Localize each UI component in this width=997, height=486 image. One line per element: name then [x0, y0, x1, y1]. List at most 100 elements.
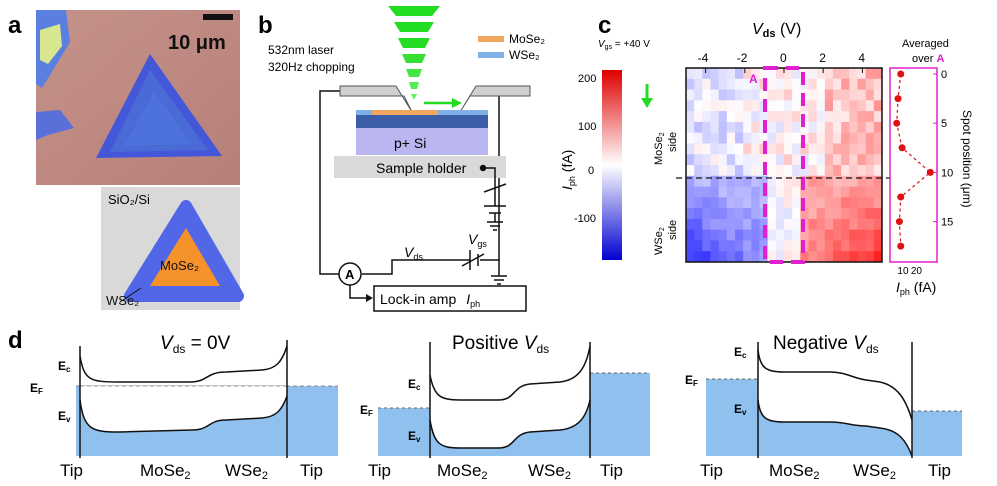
heatmap-cell: [792, 154, 801, 166]
heatmap-cell: [735, 121, 744, 134]
heatmap-cell: [718, 68, 728, 80]
gate-voltage-source: [479, 164, 507, 231]
heatmap-cell: [792, 218, 801, 231]
heatmap-cell: [702, 78, 711, 91]
heatmap-cell: [833, 240, 842, 252]
vgs-label: Vgs: [468, 231, 487, 249]
heatmap-cell: [824, 175, 834, 188]
heatmap-cell: [865, 89, 875, 101]
heatmap-cell: [767, 78, 777, 91]
drain-source-voltage: [461, 250, 485, 270]
heatmap-cell: [816, 78, 826, 91]
heatmap-cell: [686, 132, 695, 144]
heatmap-cell: [743, 68, 752, 80]
heatmap-cell: [735, 132, 744, 144]
heatmap-cell: [694, 229, 703, 241]
heatmap-cell: [686, 218, 695, 231]
heatmap-cell: [849, 218, 858, 231]
heatmap-cell: [726, 121, 736, 134]
heatmap-cell: [694, 132, 703, 144]
heatmap-cell: [857, 251, 867, 263]
heatmap-cell: [841, 197, 850, 209]
heatmap-cell: [792, 165, 801, 177]
heatmap-cell: [849, 68, 858, 80]
heatmap-cell: [816, 111, 826, 123]
heatmap-cell: [775, 89, 785, 101]
heatmap-cell: [686, 89, 695, 101]
heatmap-cell: [759, 89, 769, 101]
heatmap-cell: [816, 240, 826, 252]
heatmap-cell: [775, 132, 785, 144]
heatmap-cell: [873, 68, 883, 80]
averaged-curve: [893, 70, 934, 250]
heatmap-cell: [751, 68, 760, 80]
heatmap-cell: [841, 111, 850, 123]
heatmap-cell: [808, 89, 818, 101]
heatmap-cell: [726, 208, 736, 220]
diagram1-tip-right: Tip: [300, 461, 323, 480]
averaged-point: [898, 144, 906, 152]
heatmap-cell: [792, 143, 801, 155]
heatmap-cell: [857, 175, 867, 188]
heatmap-cell: [849, 186, 858, 198]
heatmap-cell: [767, 218, 777, 231]
heatmap-cell: [865, 251, 875, 263]
heatmap-cell: [808, 143, 818, 155]
heatmap-cell: [686, 68, 695, 80]
heatmap-cell: [784, 154, 793, 166]
heatmap-cell: [849, 100, 858, 112]
heatmap-cell: [865, 218, 875, 231]
left-probe-tip: [339, 85, 413, 113]
heatmap-cell: [865, 100, 875, 112]
sample-holder: [334, 156, 506, 178]
heatmap-cell: [759, 68, 769, 80]
heatmap-cell: [767, 175, 777, 188]
heatmap-cell: [857, 111, 867, 123]
heatmap-cell: [841, 218, 850, 231]
heatmap-cell: [702, 154, 711, 166]
material-legend: MoSe₂ WSe₂: [478, 32, 545, 62]
heatmap-cell: [751, 143, 760, 155]
heatmap-cell: [751, 240, 760, 252]
heatmap-cell: [841, 186, 850, 198]
heatmap-cell: [800, 208, 809, 220]
heatmap-cell: [775, 197, 785, 209]
heatmap-cell: [710, 100, 720, 112]
averaged-point: [893, 119, 901, 127]
heatmap-cell: [808, 251, 818, 263]
chopping-label: 320Hz chopping: [268, 60, 355, 74]
heatmap-cell: [702, 229, 711, 241]
heatmap-cell: [718, 240, 728, 252]
heatmap-cell: [784, 111, 793, 123]
heatmap-cell: [710, 68, 720, 80]
heatmap-cell: [710, 218, 720, 231]
heatmap-cell: [865, 165, 875, 177]
heatmap-cell: [686, 165, 695, 177]
heatmap-cell: [841, 121, 850, 134]
heatmap-cell: [686, 251, 695, 263]
heatmap-cell: [841, 68, 850, 80]
heatmap-cell: [751, 165, 760, 177]
heatmap-cell: [694, 208, 703, 220]
heatmap-cell: [808, 78, 818, 91]
heatmap-cell: [702, 143, 711, 155]
heatmap-cell: [718, 154, 728, 166]
averaged-point: [895, 218, 903, 226]
colorbar: [602, 70, 622, 260]
heatmap-cell: [686, 154, 695, 166]
heatmap-cell: [841, 165, 850, 177]
right-probe-tip: [459, 85, 531, 113]
heatmap-cell: [784, 208, 793, 220]
heatmap-cell: [718, 186, 728, 198]
heatmap-cell: [775, 78, 785, 91]
heatmap-cell: [694, 68, 703, 80]
heatmap-cell: [686, 78, 695, 91]
x-tick-label: -2: [737, 51, 748, 65]
averaged-x-tick-label: 10: [897, 266, 909, 277]
heatmap-cell: [726, 89, 736, 101]
heatmap-cell: [849, 229, 858, 241]
heatmap-cell: [775, 100, 785, 112]
heatmap-cell: [735, 100, 744, 112]
mose2-side-word: side: [667, 132, 679, 152]
heatmap-cell: [865, 143, 875, 155]
